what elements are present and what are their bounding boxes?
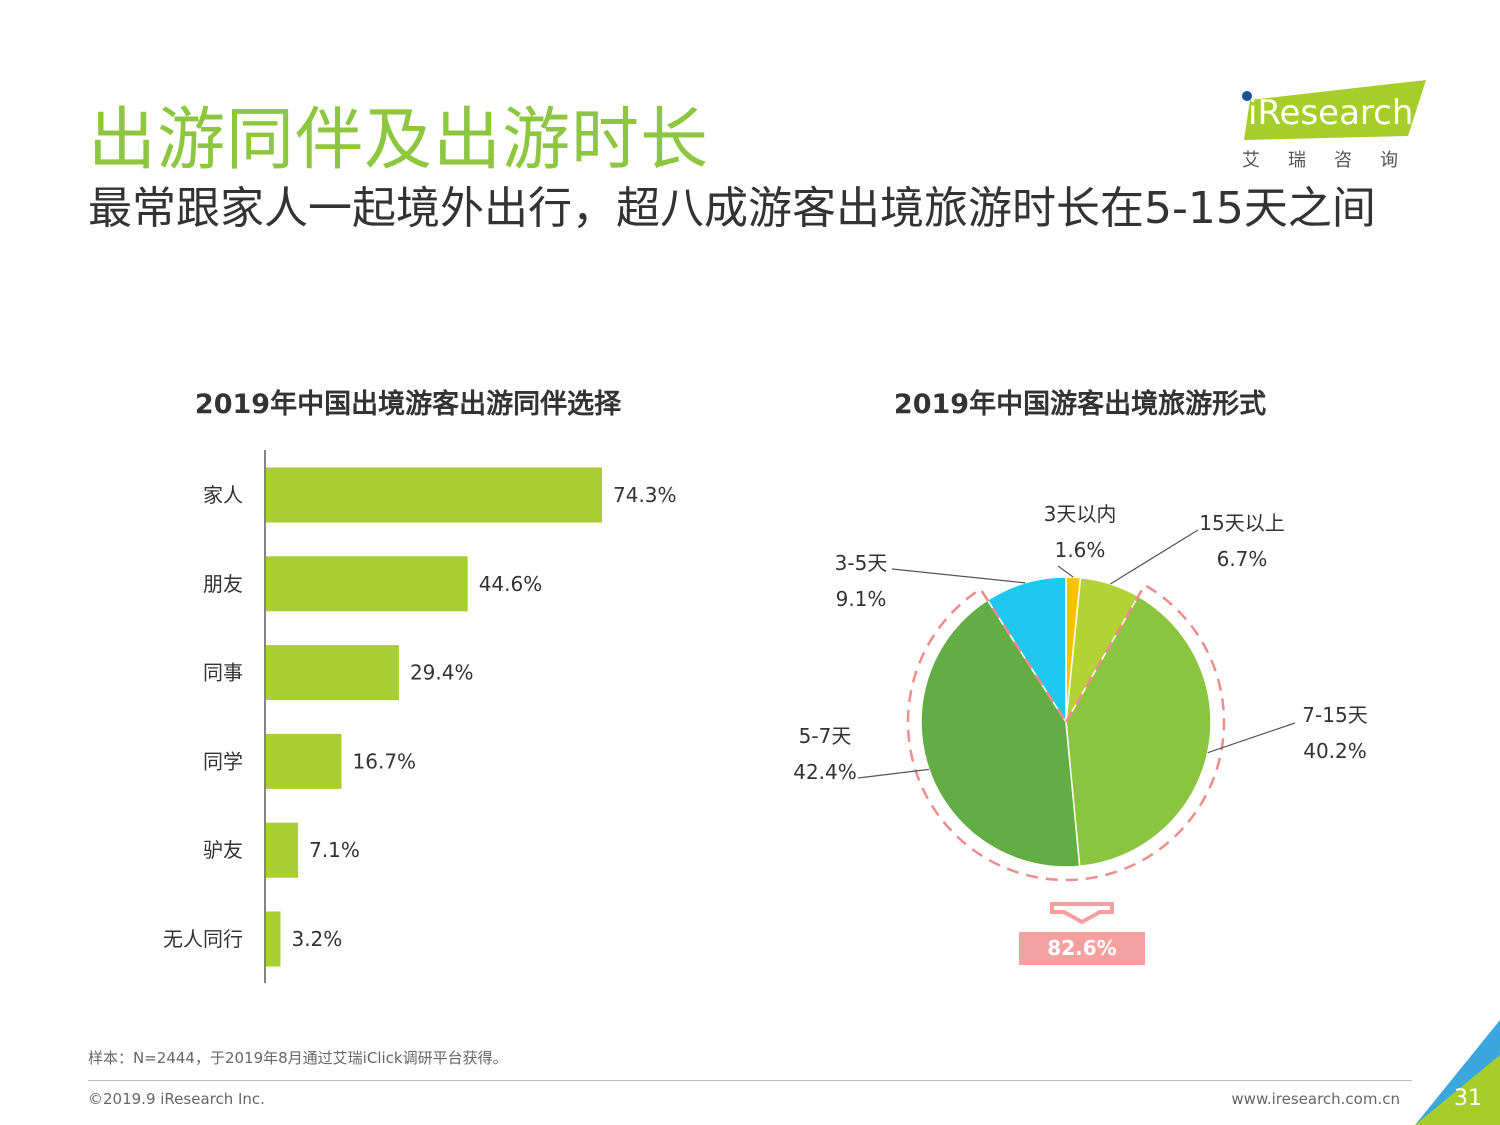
pie-slice-label: 3天以内	[1044, 502, 1117, 526]
bar	[266, 556, 468, 612]
pie-slice	[920, 599, 1081, 868]
bar-chart-title: 2019年中国出境游客出游同伴选择	[194, 389, 622, 420]
leader-line	[1110, 529, 1199, 585]
logo-dot	[1242, 91, 1252, 101]
leader-line	[857, 768, 930, 779]
pie-chart-title: 2019年中国游客出境旅游形式	[893, 389, 1267, 420]
bar-value-label: 16.7%	[353, 749, 417, 773]
annotation-value: 82.6%	[1047, 936, 1116, 960]
bar	[266, 645, 399, 701]
leader-line	[1207, 722, 1296, 754]
pie-slice-label: 15天以上	[1199, 511, 1284, 535]
pie-slice	[986, 576, 1067, 725]
bar	[266, 467, 602, 523]
bar-category-label: 朋友	[203, 572, 243, 596]
leader-line	[1057, 565, 1074, 578]
bar-value-label: 3.2%	[291, 927, 342, 951]
footer-divider	[88, 1080, 1412, 1081]
pie-value-label: 42.4%	[793, 760, 857, 784]
iresearch-logo: iResearch	[1242, 80, 1426, 140]
leader-line	[891, 568, 1026, 584]
duration-pie-chart: 3天以内 1.6% 15天以上 6.7% 7-15天 40.2% 5-7天 42.4% 3-5天…	[793, 502, 1368, 965]
pie-value-label: 1.6%	[1055, 538, 1106, 562]
corner-blue-shape	[1415, 1020, 1500, 1125]
page-title: 出游同伴及出游时长	[88, 101, 710, 180]
highlight-outline	[906, 583, 1226, 882]
pie-slice-label: 3-5天	[835, 551, 888, 575]
companion-bar-chart: 家人 74.3% 朋友 44.6% 同事 29.4% 同学 16.7% 驴友 7.1% 无人同行 3.…	[163, 450, 677, 983]
page-subtitle: 最常跟家人一起境外出行，超八成游客出境旅游时长在5-15天之间	[88, 183, 1376, 234]
logo-subtitle: 艾瑞咨询	[1242, 150, 1426, 171]
bar	[266, 911, 281, 967]
pie-value-label: 9.1%	[836, 587, 887, 611]
bar-category-label: 家人	[203, 483, 243, 507]
corner-decoration	[1415, 1020, 1500, 1125]
corner-green-shape	[1415, 1055, 1500, 1125]
bar-value-label: 29.4%	[410, 661, 474, 685]
pie-value-label: 6.7%	[1217, 547, 1268, 571]
pie-slice	[1065, 595, 1212, 868]
bar-category-label: 同事	[203, 661, 243, 685]
pie-value-label: 40.2%	[1303, 739, 1367, 763]
bar-category-label: 同学	[203, 749, 243, 773]
bar-category-label: 无人同行	[163, 927, 243, 951]
bar-value-label: 74.3%	[613, 483, 677, 507]
logo-text: iResearch	[1248, 93, 1413, 133]
bar-value-label: 7.1%	[309, 838, 360, 862]
copyright-text: ©2019.9 iResearch Inc.	[88, 1090, 265, 1108]
bar-category-label: 驴友	[203, 838, 243, 862]
bar	[266, 733, 342, 789]
bar	[266, 822, 299, 878]
sample-note: 样本：N=2444，于2019年8月通过艾瑞iClick调研平台获得。	[88, 1049, 508, 1067]
annotation-box	[1019, 932, 1145, 965]
logo-shape	[1244, 80, 1426, 140]
page-number: 31	[1454, 1086, 1482, 1111]
website-link[interactable]: www.iresearch.com.cn	[1231, 1090, 1400, 1108]
annotation-arrow	[1050, 902, 1114, 925]
pie-slice-label: 7-15天	[1302, 703, 1367, 727]
bar-value-label: 44.6%	[479, 572, 543, 596]
pie-slice-label: 5-7天	[799, 724, 852, 748]
